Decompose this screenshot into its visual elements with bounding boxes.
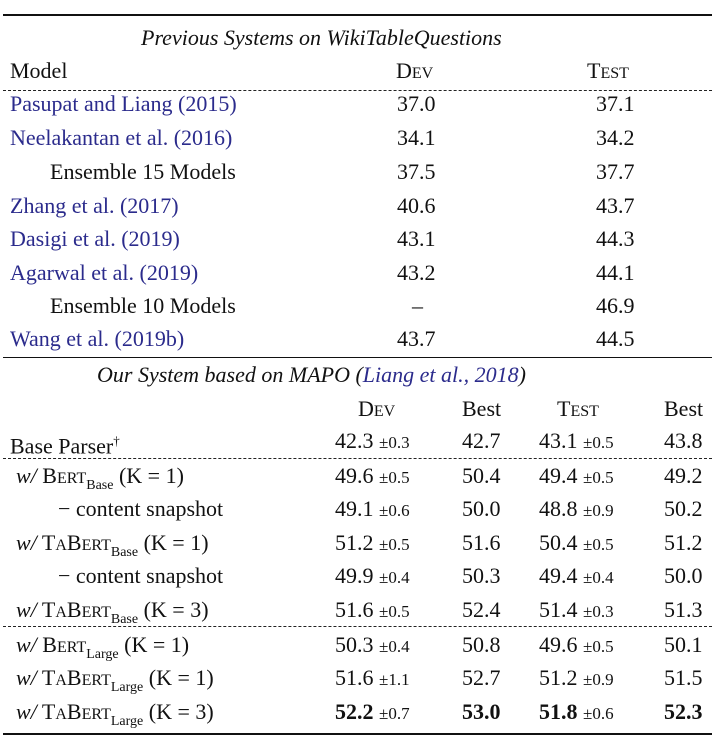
large-models-dashed-rule	[3, 626, 712, 627]
ours-test-cell: 48.8 ±0.9	[539, 496, 614, 521]
prev-row-test: 44.5	[596, 326, 635, 351]
prev-row-test: 43.7	[596, 193, 635, 218]
model-column-header: Model	[10, 58, 68, 83]
header-dashed-rule	[3, 90, 712, 91]
ours-best2-cell: 51.2	[664, 530, 703, 555]
ours-dev-header: DEV	[358, 396, 396, 421]
ours-test-cell: 49.4 ±0.4	[539, 563, 614, 588]
ours-best2-cell: 50.1	[664, 632, 703, 657]
ours-best2-cell: 50.0	[664, 563, 703, 588]
ours-test-cell: 51.2 ±0.9	[539, 665, 614, 690]
content-snapshot-label: − content snapshot	[58, 563, 224, 588]
ours-test-cell: 51.4 ±0.3	[539, 597, 614, 622]
model-tabert-base-k3: w/ TABERTBase (K = 3)	[16, 597, 209, 627]
ours-best2-cell: 49.2	[664, 463, 703, 488]
prev-row-test: 44.1	[596, 260, 635, 285]
prev-row-dev: 34.1	[397, 125, 436, 150]
ours-best-cell: 52.7	[462, 665, 501, 690]
ours-dev-cell: 51.6 ±0.5	[335, 597, 410, 622]
ours-best2-cell: 51.3	[664, 597, 703, 622]
prev-row-model[interactable]: Pasupat and Liang (2015)	[10, 91, 237, 116]
ours-dev-cell: 49.9 ±0.4	[335, 563, 410, 588]
ours-best-cell-best: 53.0	[462, 699, 501, 724]
ours-best2-cell-best: 52.3	[664, 699, 703, 724]
base-parser-dashed-rule	[3, 458, 712, 459]
ours-dev-cell: 50.3 ±0.4	[335, 632, 410, 657]
prev-row-dev: –	[412, 293, 423, 318]
test-column-header: TEST	[587, 58, 629, 83]
content-snapshot-label: − content snapshot	[58, 496, 224, 521]
ours-best-cell: 42.7	[462, 428, 501, 453]
prev-row-test: 37.1	[596, 91, 635, 116]
ours-best-cell: 51.6	[462, 530, 501, 555]
ours-best-cell: 50.8	[462, 632, 501, 657]
prev-row-dev: 43.2	[397, 260, 436, 285]
top-rule	[3, 14, 712, 16]
prev-row-test: 44.3	[596, 226, 635, 251]
model-bert-base-k1: w/ BERTBase (K = 1)	[16, 463, 184, 493]
ours-dev-cell: 49.1 ±0.6	[335, 496, 410, 521]
model-tabert-large-k3: w/ TABERTLarge (K = 3)	[16, 699, 214, 729]
ours-best2-header: Best	[664, 396, 704, 421]
base-parser-label: Base Parser†	[10, 433, 120, 459]
ours-test-cell-best: 51.8 ±0.6	[539, 699, 614, 724]
section-divider-rule	[3, 357, 712, 358]
ours-best2-cell: 50.2	[664, 496, 703, 521]
prev-row-model[interactable]: Dasigi et al. (2019)	[10, 226, 180, 251]
ours-test-cell: 49.4 ±0.5	[539, 463, 614, 488]
prev-row-dev: 43.1	[397, 226, 436, 251]
ours-best2-cell: 51.5	[664, 665, 703, 690]
model-bert-large-k1: w/ BERTLarge (K = 1)	[16, 632, 190, 662]
ours-test-cell: 49.6 ±0.5	[539, 632, 614, 657]
ours-best-cell: 50.3	[462, 563, 501, 588]
ours-best-cell: 52.4	[462, 597, 501, 622]
ours-dev-cell: 51.6 ±1.1	[335, 665, 410, 690]
ours-test-cell: 43.1 ±0.5	[539, 428, 614, 453]
ours-best-header: Best	[462, 396, 502, 421]
ours-dev-cell: 51.2 ±0.5	[335, 530, 410, 555]
prev-row-test: 34.2	[596, 125, 635, 150]
ours-dev-cell-best: 52.2 ±0.7	[335, 699, 410, 724]
bottom-rule	[3, 733, 712, 735]
previous-systems-title: Previous Systems on WikiTableQuestions	[141, 25, 502, 50]
prev-row-test: 46.9	[596, 293, 635, 318]
prev-row-dev: 37.0	[397, 91, 436, 116]
ours-dev-cell: 42.3 ±0.3	[335, 428, 410, 453]
mapo-citation-link[interactable]: Liang et al., 2018	[362, 362, 519, 387]
model-tabert-large-k1: w/ TABERTLarge (K = 1)	[16, 665, 214, 695]
ours-test-header: TEST	[557, 396, 599, 421]
ours-best2-cell: 43.8	[664, 428, 703, 453]
prev-row-model: Ensemble 15 Models	[50, 159, 236, 184]
dev-column-header: DEV	[396, 58, 434, 83]
ours-dev-cell: 49.6 ±0.5	[335, 463, 410, 488]
prev-row-model: Ensemble 10 Models	[50, 293, 236, 318]
prev-row-test: 37.7	[596, 159, 635, 184]
ours-best-cell: 50.4	[462, 463, 501, 488]
our-system-title: Our System based on MAPO (Liang et al., …	[97, 362, 526, 387]
ours-best-cell: 50.0	[462, 496, 501, 521]
prev-row-model[interactable]: Agarwal et al. (2019)	[10, 260, 199, 285]
ours-test-cell: 50.4 ±0.5	[539, 530, 614, 555]
prev-row-dev: 37.5	[397, 159, 436, 184]
prev-row-model[interactable]: Zhang et al. (2017)	[10, 193, 179, 218]
prev-row-dev: 40.6	[397, 193, 436, 218]
prev-row-dev: 43.7	[397, 326, 436, 351]
prev-row-model[interactable]: Wang et al. (2019b)	[10, 326, 185, 351]
prev-row-model[interactable]: Neelakantan et al. (2016)	[10, 125, 233, 150]
model-tabert-base-k1: w/ TABERTBase (K = 1)	[16, 530, 209, 560]
